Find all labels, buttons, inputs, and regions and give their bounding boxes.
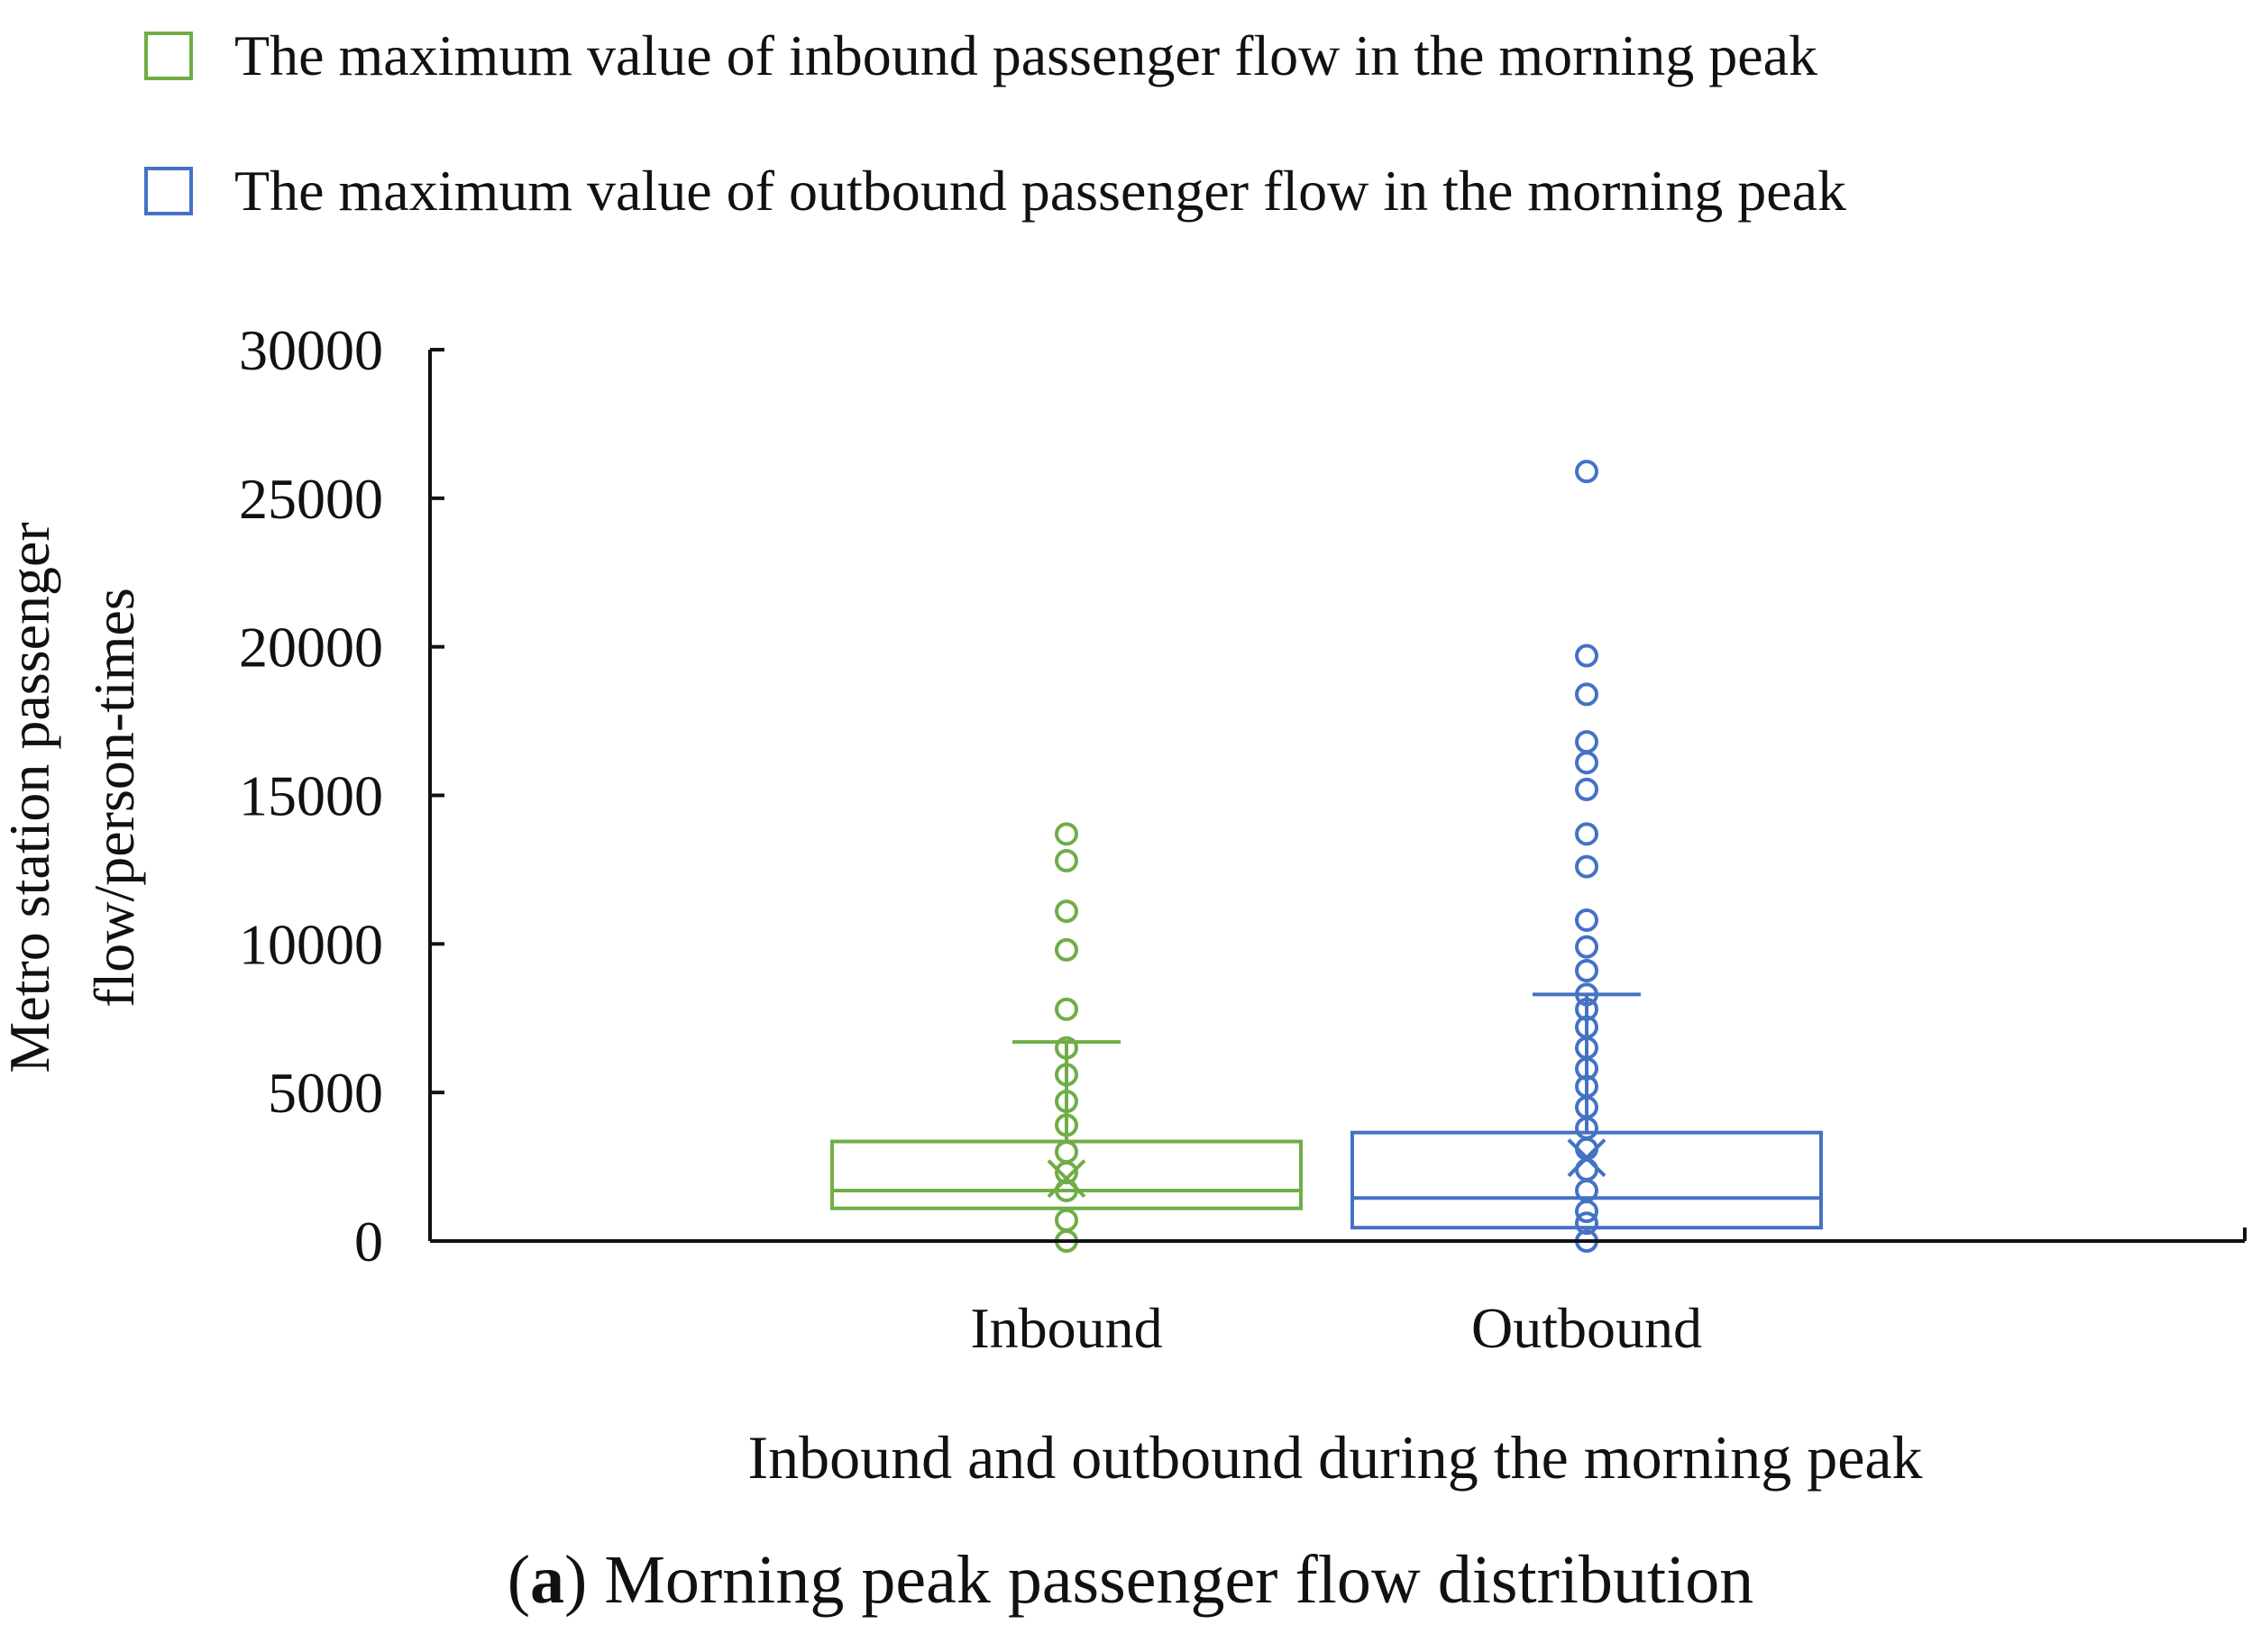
y-tick-label: 0	[354, 1209, 383, 1273]
y-axis-title: Metro station passenger flow/person-times	[0, 522, 146, 1072]
data-point	[1055, 1036, 1078, 1060]
x-tick-label: Inbound	[970, 1296, 1162, 1360]
caption-tag: a	[530, 1542, 565, 1618]
data-point	[1575, 460, 1598, 484]
data-point	[1575, 643, 1598, 668]
data-point	[1055, 822, 1078, 846]
data-point	[1575, 1211, 1598, 1236]
caption-text: Morning peak passenger flow distribution	[604, 1542, 1754, 1618]
legend-swatch-outbound	[144, 167, 193, 215]
mean-marker	[1047, 1159, 1086, 1199]
box-outbound[interactable]	[1350, 460, 1823, 1253]
data-point	[1055, 1113, 1078, 1137]
data-point	[1575, 730, 1598, 754]
y-tick-label: 25000	[239, 467, 383, 531]
data-point	[1575, 751, 1598, 775]
y-tick-label: 20000	[239, 616, 383, 680]
x-axis-title: Inbound and outbound during the morning …	[747, 1423, 1922, 1492]
data-point	[1575, 854, 1598, 879]
data-point	[1575, 1157, 1598, 1182]
x-tick-label: Outbound	[1471, 1296, 1702, 1360]
legend-label-outbound: The maximum value of outbound passenger …	[234, 159, 1847, 223]
data-point	[1575, 777, 1598, 801]
x-axis-tick-labels: Inbound Outbound	[970, 1296, 1702, 1360]
data-point	[1575, 997, 1598, 1021]
box-series	[830, 460, 1823, 1253]
data-point	[1575, 1015, 1598, 1039]
data-point	[1575, 822, 1598, 846]
box-inbound[interactable]	[830, 822, 1303, 1253]
legend-item-outbound[interactable]: The maximum value of outbound passenger …	[144, 155, 1846, 227]
data-point	[1055, 849, 1078, 873]
legend-item-inbound[interactable]: The maximum value of inbound passenger f…	[144, 20, 1817, 92]
legend-label-inbound: The maximum value of inbound passenger f…	[234, 23, 1818, 87]
data-point	[1575, 908, 1598, 932]
data-point	[1575, 959, 1598, 983]
data-point	[1055, 1178, 1078, 1202]
data-point	[1055, 937, 1078, 962]
legend-swatch-inbound	[144, 32, 193, 80]
y-tick-label: 15000	[239, 764, 383, 828]
data-point	[1055, 899, 1078, 924]
data-point	[1055, 1090, 1078, 1114]
y-tick-label: 30000	[239, 318, 383, 382]
data-point	[1055, 1208, 1078, 1232]
data-point	[1055, 997, 1078, 1021]
iqr-box	[830, 1139, 1303, 1210]
iqr-box	[1350, 1130, 1823, 1230]
data-point	[1575, 1200, 1598, 1224]
data-point	[1055, 1140, 1078, 1164]
y-tick-label: 5000	[268, 1061, 383, 1125]
y-axis-title-line: Metro station passenger	[0, 522, 61, 1072]
data-point	[1575, 982, 1598, 1007]
data-point	[1575, 935, 1598, 959]
figure-caption: (a) Morning peak passenger flow distribu…	[507, 1542, 1754, 1618]
data-point	[1055, 1063, 1078, 1087]
y-tick-label: 10000	[239, 912, 383, 976]
data-point	[1575, 682, 1598, 707]
y-axis-ticks: 0 5000 10000 15000 20000 25000 30000	[239, 318, 444, 1273]
y-axis-title-line: flow/person-times	[82, 588, 146, 1008]
data-point	[1575, 1074, 1598, 1099]
